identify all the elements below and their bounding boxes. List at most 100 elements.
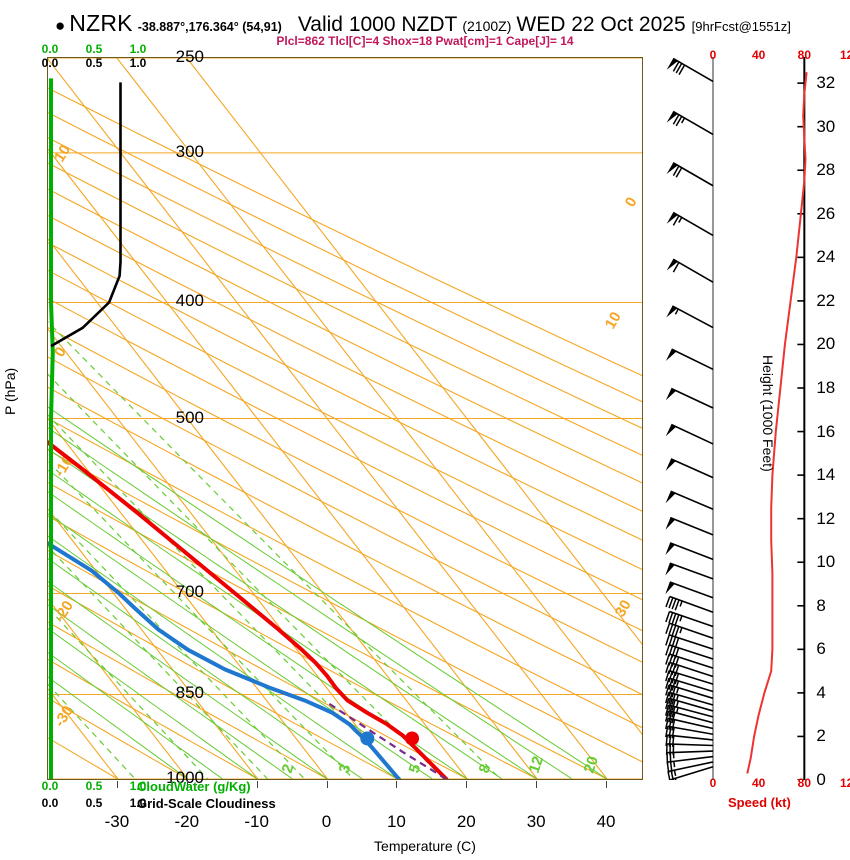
- moist-adiabat-30: [48, 448, 538, 779]
- forecast-info: [9hrFcst@1551z]: [691, 19, 791, 34]
- speed-tick-bottom-40: 40: [751, 776, 766, 790]
- mixing-ratio-label-8: 8: [476, 762, 495, 775]
- dry-adiabat-label--20: -20: [51, 598, 77, 625]
- mixing-ratio-3: [48, 508, 306, 779]
- dry-adiabat-140: [48, 188, 642, 484]
- speed-tick-bottom-80: 80: [797, 776, 812, 790]
- wind-barb: [665, 348, 714, 371]
- mixing-ratio-label-3: 3: [336, 762, 355, 775]
- dry-adiabat-10: [48, 585, 398, 779]
- cloudwater-bottom-tick-0.0: 0.0: [41, 779, 59, 793]
- station-id: NZRK: [69, 10, 133, 36]
- data-curves: [48, 78, 449, 779]
- temperature-tick--10: -10: [244, 812, 269, 831]
- wind-barb: [665, 423, 714, 445]
- wind-barb: [666, 211, 714, 237]
- dry-adiabat-label-10: 10: [51, 142, 74, 165]
- dry-adiabat-70: [48, 386, 642, 696]
- wind-barb: [665, 490, 714, 510]
- height-tick-26: 26: [816, 203, 836, 223]
- mixing-ratio-label-20: 20: [581, 754, 602, 775]
- temperature-tick--30: -30: [104, 812, 130, 831]
- dry-adiabat-0: [48, 621, 328, 779]
- wind-barb: [665, 653, 714, 669]
- dewpoint-profile: [48, 541, 401, 779]
- dry-adiabat-150: [48, 162, 642, 456]
- cloudwater-bottom-tick-0.5: 0.5: [85, 779, 103, 793]
- height-tick-4: 4: [816, 682, 826, 702]
- moist-adiabat-0: [48, 581, 328, 779]
- wind-barb: [665, 562, 714, 580]
- dry-adiabat-120: [48, 242, 642, 541]
- cloudiness-top-tick-1.0: 1.0: [129, 56, 147, 70]
- wind-barb: [668, 766, 714, 780]
- pressure-tick-400: 400: [175, 291, 204, 311]
- temperature-tickmark-20: [466, 781, 468, 788]
- cloudiness-profile: [50, 82, 122, 348]
- cloudiness-legend: Grid-Scale Cloudiness: [137, 796, 276, 811]
- dry-adiabat-110: [48, 269, 642, 571]
- height-tick-24: 24: [816, 247, 836, 267]
- mixing-ratio-5: [48, 460, 354, 779]
- isotherm-0: [48, 418, 328, 779]
- mixing-ratio-2: [48, 545, 269, 779]
- moist-adiabat--10: [48, 627, 258, 779]
- isotherm-30: [48, 148, 538, 779]
- dry-adiabat-130: [48, 215, 642, 512]
- temperature-tick--20: -20: [174, 812, 200, 831]
- moist-adiabat--15: [48, 652, 223, 779]
- wind-barb: [667, 761, 714, 780]
- isotherm-50: [116, 58, 642, 735]
- height-tick-18: 18: [816, 378, 836, 397]
- wind-barb: [665, 387, 714, 409]
- height-tick-28: 28: [816, 160, 836, 180]
- isotherm--10: [48, 508, 259, 779]
- wind-barb: [665, 677, 714, 693]
- height-tick-12: 12: [816, 508, 836, 528]
- pressure-tick-500: 500: [175, 407, 204, 427]
- temperature-tick-10: 10: [386, 812, 406, 831]
- wind-speed-profile: [746, 72, 808, 774]
- speed-tick-top-80: 80: [797, 48, 812, 62]
- dry-adiabat--10: [48, 658, 258, 779]
- temperature-tickmark--10: [256, 781, 258, 788]
- moist-adiabat--20: [48, 676, 189, 779]
- dry-adiabat-label--30: -30: [51, 703, 77, 730]
- cloudwater-top-tick-0.5: 0.5: [85, 42, 103, 56]
- temperature-tickmark--30: [116, 781, 118, 788]
- speed-height-panel: [746, 57, 808, 780]
- height-tick-16: 16: [816, 421, 836, 441]
- moist-adiabat-40: [48, 406, 608, 779]
- wind-barb: [666, 258, 714, 283]
- temperature-tickmark-40: [606, 781, 608, 788]
- temperature-tick-30: 30: [526, 812, 546, 831]
- wind-barb: [665, 516, 714, 536]
- wind-barb: [666, 110, 714, 136]
- valid-time-zulu: (2100Z): [462, 18, 512, 34]
- sounding-stats: Plcl=862 Tlcl[C]=4 Shox=18 Pwat[cm]=1 Ca…: [276, 34, 574, 48]
- temperature-tickmark-0: [326, 781, 328, 788]
- height-tick-10: 10: [816, 552, 836, 572]
- station-coordinates: -38.887°,176.364° (54,91): [137, 20, 282, 34]
- moist-adiabat-5: [48, 558, 363, 779]
- dewpoint-surface-dot: [360, 731, 375, 746]
- isotherm-label-0: 0: [622, 194, 641, 210]
- isotherm-label-30: 30: [612, 597, 635, 620]
- cloudwater-top-tick-1.0: 1.0: [129, 42, 147, 56]
- moist-adiabat-25: [48, 469, 503, 779]
- moist-adiabat-10: [48, 535, 398, 779]
- wind-barb-panel: [664, 57, 714, 780]
- pressure-tick-1000: 1000: [166, 768, 204, 787]
- isotherm--20: [48, 598, 189, 779]
- temperature-profile: [48, 440, 449, 779]
- mixing-ratio-label-12: 12: [526, 754, 547, 775]
- dry-adiabat-60: [48, 417, 642, 729]
- cloudiness-bottom-tick-0.5: 0.5: [85, 796, 103, 810]
- temperature-tick-40: 40: [596, 812, 616, 831]
- pressure-tick-300: 300: [175, 141, 204, 161]
- valid-time: Valid 1000 NZDT: [297, 13, 458, 36]
- wind-barb: [664, 717, 714, 731]
- cloudwater-legend: CloudWater (g/Kg): [137, 779, 251, 794]
- pressure-tick-850: 850: [175, 683, 204, 703]
